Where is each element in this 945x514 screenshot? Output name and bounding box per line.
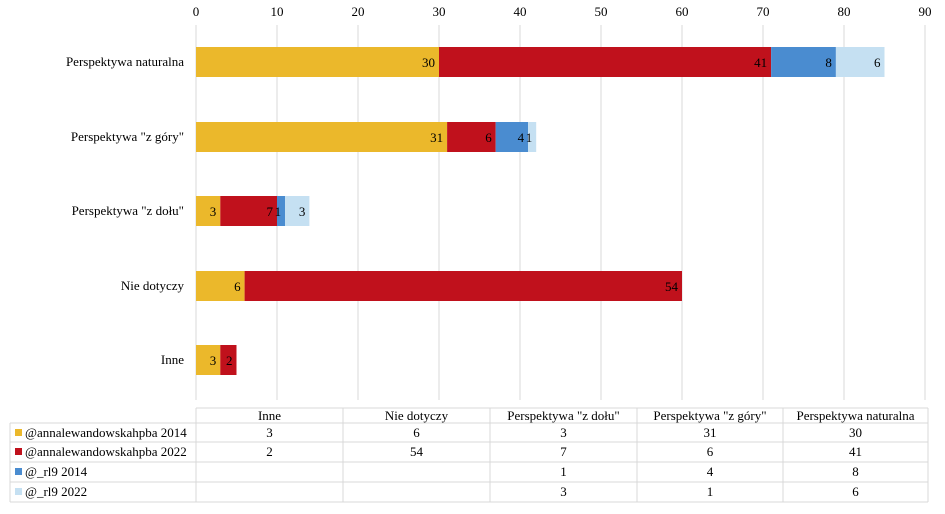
table-cell: 3 [560, 425, 567, 440]
x-tick-label: 80 [838, 4, 851, 19]
legend-label: @annalewandowskahpba 2014 [25, 425, 187, 440]
data-label: 6 [485, 130, 492, 145]
bar-segment [220, 196, 277, 226]
data-label: 4 [518, 130, 525, 145]
x-tick-label: 40 [514, 4, 527, 19]
bar-segment [196, 271, 245, 301]
gridlines [195, 25, 926, 400]
data-label: 31 [430, 130, 443, 145]
data-label: 2 [226, 353, 233, 368]
x-tick-label: 90 [919, 4, 932, 19]
bar-segment [495, 122, 529, 152]
table-cell: 1 [560, 464, 567, 479]
data-label: 1 [275, 204, 282, 219]
table-cell: 3 [560, 484, 567, 499]
data-label: 3 [210, 204, 217, 219]
bar-segment [528, 122, 537, 152]
table-cell: 31 [704, 425, 717, 440]
bar-segment [220, 345, 237, 375]
bar-segment [771, 47, 836, 77]
legend-swatch [15, 488, 22, 495]
category-label: Perspektywa "z dołu" [72, 203, 184, 218]
table-cell: 4 [707, 464, 714, 479]
table-header: Nie dotyczy [385, 408, 449, 423]
table-cell: 7 [560, 444, 567, 459]
legend-swatch [15, 448, 22, 455]
data-label: 3 [299, 204, 306, 219]
data-label: 6 [874, 55, 881, 70]
data-label: 41 [754, 55, 767, 70]
table-cell: 2 [266, 444, 273, 459]
category-label: Perspektywa naturalna [66, 54, 184, 69]
data-label: 8 [825, 55, 832, 70]
data-label: 3 [210, 353, 217, 368]
bar-segment [196, 345, 221, 375]
x-tick-label: 30 [433, 4, 446, 19]
table-cell: 6 [413, 425, 420, 440]
category-label: Nie dotyczy [121, 278, 185, 293]
x-tick-label: 60 [676, 4, 689, 19]
table-cell: 1 [707, 484, 714, 499]
table-cell: 6 [707, 444, 714, 459]
bar-segment [835, 47, 885, 77]
data-label: 6 [234, 279, 241, 294]
bar-segment [447, 122, 496, 152]
x-tick-label: 70 [757, 4, 770, 19]
x-tick-label: 0 [193, 4, 200, 19]
data-label: 54 [665, 279, 679, 294]
data-label: 1 [526, 130, 533, 145]
table-cell: 3 [266, 425, 273, 440]
data-label: 30 [422, 55, 435, 70]
legend-label: @_rl9 2014 [25, 464, 88, 479]
table-cell: 8 [852, 464, 859, 479]
bars: 30 41 8 631 6 4 13 7 1 36 543 2 [196, 47, 885, 375]
table-cell: 54 [410, 444, 424, 459]
category-label: Perspektywa "z góry" [71, 129, 184, 144]
legend-swatch [15, 468, 22, 475]
table-cell: 6 [852, 484, 859, 499]
legend-label: @_rl9 2022 [25, 484, 87, 499]
x-axis-ticks: 0 10 20 30 40 50 60 70 80 90 [193, 4, 932, 19]
bar-segment [277, 196, 286, 226]
bar-segment [196, 196, 221, 226]
bar-segment [439, 47, 772, 77]
table-header: Perspektywa naturalna [796, 408, 914, 423]
table-header: Inne [258, 408, 281, 423]
bar-segment [244, 271, 682, 301]
table-cell: 30 [849, 425, 862, 440]
table-cell: 41 [849, 444, 862, 459]
data-label: 7 [267, 204, 274, 219]
y-axis-labels: Perspektywa naturalna Perspektywa "z góry… [66, 54, 185, 367]
x-tick-label: 20 [352, 4, 365, 19]
x-tick-label: 50 [595, 4, 608, 19]
data-table: Inne Nie dotyczy Perspektywa "z dołu" Persp… [9, 407, 929, 503]
table-header: Perspektywa "z dołu" [507, 408, 619, 423]
category-label: Inne [161, 352, 184, 367]
table-header: Perspektywa "z góry" [653, 408, 766, 423]
legend-label: @annalewandowskahpba 2022 [25, 444, 187, 459]
bar-segment [196, 47, 439, 77]
bar-segment [285, 196, 310, 226]
legend-swatch [15, 429, 22, 436]
bar-segment [196, 122, 448, 152]
x-tick-label: 10 [271, 4, 284, 19]
